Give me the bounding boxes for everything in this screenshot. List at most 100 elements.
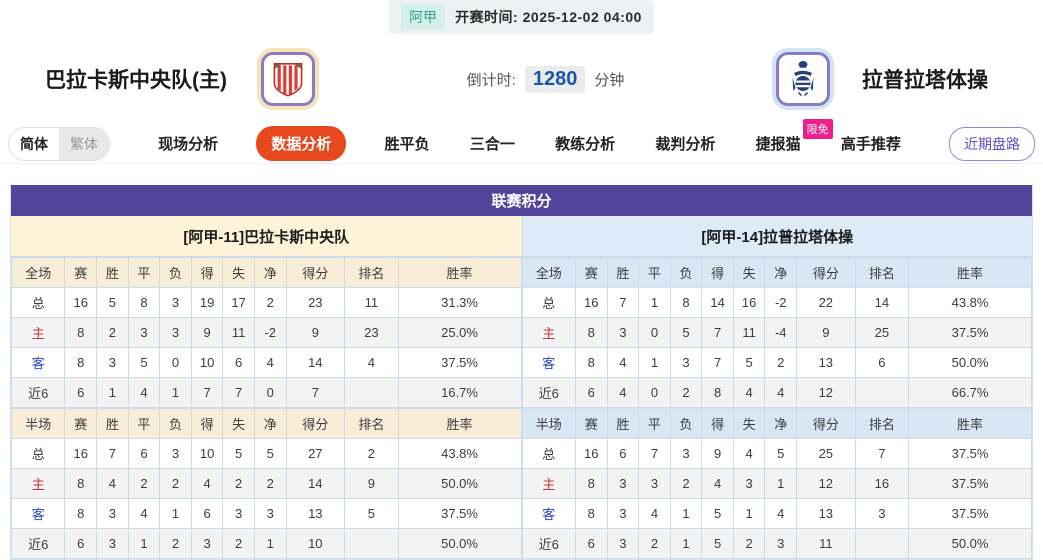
- stat-cell: 5: [669, 317, 703, 348]
- column-header: 平: [638, 257, 671, 288]
- stat-cell: 3: [96, 347, 129, 378]
- row-label: 近6: [521, 528, 576, 559]
- stat-cell: 9: [344, 468, 399, 499]
- tab-高手推荐[interactable]: 高手推荐: [840, 136, 901, 153]
- stat-cell: 2: [253, 468, 287, 499]
- stat-cell: 4: [764, 377, 798, 408]
- stat-cell: 12: [796, 377, 856, 408]
- stat-cell: 3: [606, 317, 640, 348]
- stat-cell: 2: [344, 438, 399, 469]
- stat-cell: 4: [701, 468, 734, 499]
- away-team-logo: [772, 48, 834, 110]
- row-label: 总: [10, 438, 66, 469]
- stat-cell: 50.0%: [397, 528, 522, 559]
- stat-cell: 7: [606, 287, 640, 318]
- column-header: 失: [732, 257, 766, 288]
- stat-cell: 50.0%: [397, 468, 522, 499]
- stat-cell: 4: [127, 498, 161, 529]
- row-label: 主: [521, 468, 576, 499]
- stat-cell: 5: [222, 438, 255, 469]
- stat-cell: 3: [669, 438, 703, 469]
- stat-cell: 1: [732, 498, 766, 529]
- nav-tabs: 现场分析 数据分析 胜平负 三合一 教练分析 裁判分析 捷报猫 限免 高手推荐: [138, 119, 921, 161]
- stat-cell: 10: [190, 347, 224, 378]
- column-header: 净: [764, 408, 798, 439]
- table-row: 近6 6 3 2 1 5 2 3 11 50.0%: [521, 528, 1032, 559]
- tab-裁判分析[interactable]: 裁判分析: [655, 136, 716, 153]
- stat-cell: 8: [574, 498, 608, 529]
- stat-cell: 3: [638, 468, 671, 499]
- stat-cell: 16: [854, 468, 910, 499]
- stat-cell: 16: [64, 438, 98, 469]
- tab-三合一[interactable]: 三合一: [469, 136, 515, 153]
- stat-cell: [344, 528, 399, 559]
- stat-cell: 3: [732, 468, 766, 499]
- row-label: 客: [521, 498, 576, 529]
- language-toggle: 简体 繁体: [8, 126, 110, 161]
- recent-trends-button[interactable]: 近期盘路: [949, 126, 1035, 161]
- column-header: 胜: [96, 408, 129, 439]
- stat-cell: 14: [285, 468, 346, 499]
- tab-教练分析[interactable]: 教练分析: [555, 136, 616, 153]
- stat-cell: 9: [701, 438, 734, 469]
- row-label: 客: [521, 347, 576, 378]
- column-header-row: 全场赛胜平负得失净得分 排名 胜率: [10, 257, 522, 288]
- stat-cell: 1: [669, 528, 703, 559]
- stat-cell: 8: [64, 498, 98, 529]
- lang-traditional-button[interactable]: 繁体: [59, 127, 109, 160]
- column-header: 平: [638, 408, 671, 439]
- stat-cell: 1: [638, 287, 671, 318]
- stat-cell: 16: [574, 287, 608, 318]
- column-header: 赛: [64, 408, 98, 439]
- tab-胜平负[interactable]: 胜平负: [384, 136, 430, 153]
- stat-cell: 1: [669, 498, 703, 529]
- column-header: 赛: [574, 257, 608, 288]
- column-header: 失: [222, 408, 255, 439]
- stat-cell: 2: [669, 377, 703, 408]
- table-row: 总 16 6 7 3 9 4 5 25 7 37.5%: [521, 438, 1032, 469]
- stat-cell: 7: [701, 347, 734, 378]
- stat-cell: 4: [638, 498, 671, 529]
- tab-数据分析[interactable]: 数据分析: [256, 126, 347, 161]
- stat-cell: 5: [253, 438, 287, 469]
- match-info-pill: 阿甲 开赛时间: 2025-12-02 04:00: [389, 0, 654, 34]
- stat-cell: 6: [64, 377, 98, 408]
- league-badge[interactable]: 阿甲: [401, 4, 446, 30]
- stat-cell: 3: [96, 528, 129, 559]
- stat-cell: -2: [764, 287, 798, 318]
- row-label: 总: [521, 287, 576, 318]
- stat-cell: 8: [574, 317, 608, 348]
- tab-捷报猫[interactable]: 捷报猫 限免: [754, 119, 833, 160]
- table-title: 联赛积分: [11, 185, 1032, 216]
- stat-cell: 3: [606, 498, 640, 529]
- stat-cell: 17: [222, 287, 255, 318]
- stat-cell: 4: [764, 498, 798, 529]
- stat-cell: 8: [574, 468, 608, 499]
- tab-现场分析[interactable]: 现场分析: [158, 136, 219, 153]
- away-standings-panel: [阿甲-14]拉普拉塔体操 全场赛胜平负得失净得分 排名 胜率总 16 7 1 8 14 16-…: [521, 216, 1032, 559]
- stat-cell: 3: [159, 438, 192, 469]
- stat-cell: 5: [344, 498, 399, 529]
- stat-cell: 7: [222, 377, 255, 408]
- column-header: 全场: [10, 257, 66, 288]
- column-header: 胜: [96, 257, 129, 288]
- lang-simplified-button[interactable]: 简体: [9, 127, 59, 160]
- stat-cell: 8: [574, 347, 608, 378]
- stat-cell: 10: [190, 438, 224, 469]
- stat-cell: 66.7%: [908, 377, 1032, 408]
- stat-cell: 6: [574, 528, 608, 559]
- column-header: 净: [253, 408, 287, 439]
- column-header: 胜率: [397, 408, 522, 439]
- column-header: 赛: [64, 257, 98, 288]
- table-row: 近6 6 3 1 2 3 2 1 10 50.0%: [10, 528, 522, 559]
- stat-cell: 4: [96, 468, 129, 499]
- stat-cell: 6: [64, 528, 98, 559]
- stat-cell: 25: [854, 317, 910, 348]
- row-label: 总: [10, 287, 66, 318]
- stat-cell: 4: [732, 438, 766, 469]
- stat-cell: 1: [764, 468, 798, 499]
- table-halves: [阿甲-11]巴拉卡斯中央队 全场赛胜平负得失净得分 排名 胜率总 16 5 8 3 19 17…: [10, 216, 1032, 559]
- stat-cell: 0: [638, 377, 671, 408]
- stat-cell: 37.5%: [397, 498, 522, 529]
- column-header: 负: [669, 408, 703, 439]
